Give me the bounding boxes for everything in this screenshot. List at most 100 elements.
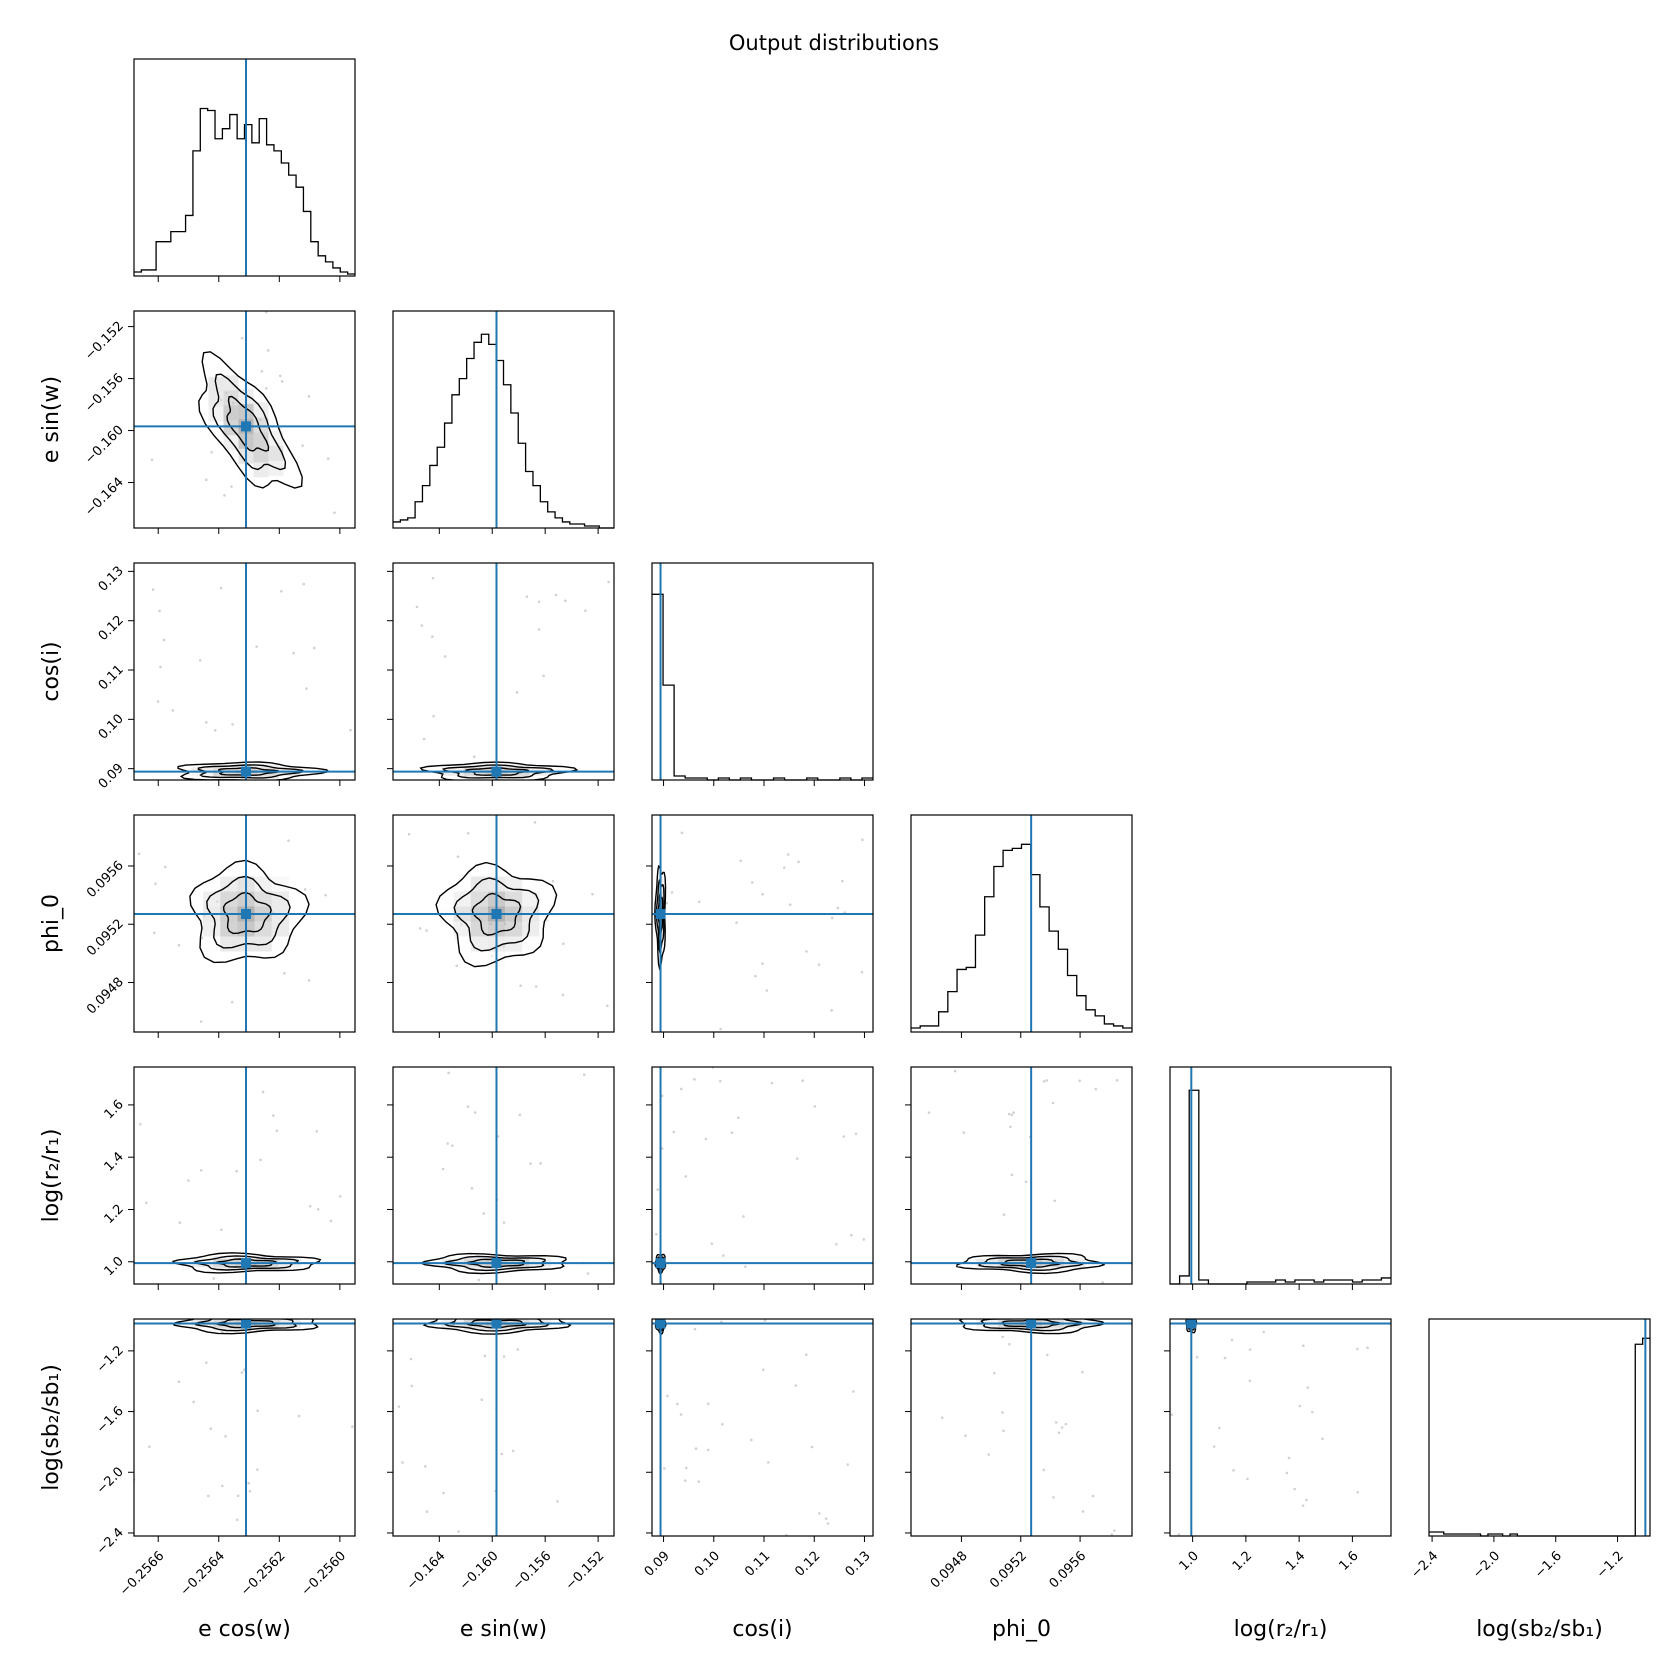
sample-point	[706, 1402, 710, 1406]
sample-point	[797, 860, 800, 864]
density-cell	[453, 936, 471, 952]
density-cell	[271, 891, 289, 907]
density-cell	[998, 1267, 1021, 1271]
sample-point	[1042, 1080, 1046, 1083]
sample-point	[1262, 1330, 1266, 1334]
sample-point	[272, 1114, 275, 1117]
sample-point	[456, 855, 460, 859]
sample-point	[1057, 1431, 1061, 1435]
x-axis-label: e cos(w)	[198, 1617, 291, 1642]
sample-point	[836, 906, 840, 910]
sample-point	[582, 1073, 586, 1076]
truth-marker	[491, 1319, 502, 1329]
y-tick-label: 0.0956	[84, 858, 127, 901]
density-cell	[1042, 1256, 1064, 1259]
density-cell	[656, 1256, 659, 1259]
sample-point	[177, 1380, 181, 1384]
sample-point	[213, 728, 217, 732]
density-cell	[254, 876, 272, 892]
density-cell	[1042, 1319, 1064, 1323]
sample-point	[1321, 1437, 1324, 1441]
sample-point	[307, 979, 311, 982]
sample-point	[1045, 1079, 1049, 1082]
sample-point	[431, 576, 435, 580]
sample-point	[1356, 1347, 1359, 1351]
sample-point	[261, 1090, 265, 1094]
sample-point	[853, 1070, 856, 1073]
panel-frame	[1428, 1318, 1651, 1537]
panel-frame	[392, 562, 615, 781]
contour	[226, 395, 270, 452]
sample-point	[219, 586, 223, 590]
sample-point	[1170, 1413, 1174, 1416]
sample-point	[518, 1113, 522, 1117]
sample-point	[1115, 1079, 1119, 1082]
y-axis-label: phi_0	[39, 894, 64, 953]
sample-point	[303, 888, 307, 891]
sample-point	[1051, 1101, 1055, 1105]
sample-point	[1301, 1504, 1305, 1507]
x-tick-label: 0.0948	[928, 1549, 971, 1592]
sample-point	[418, 927, 422, 930]
x-tick-label: −2.0	[1470, 1549, 1503, 1582]
sample-point	[224, 1434, 227, 1438]
sample-point	[460, 1465, 463, 1468]
sample-point	[212, 1277, 216, 1280]
sample-point	[730, 1131, 734, 1134]
sample-point	[349, 728, 352, 732]
sample-point	[1232, 1469, 1235, 1472]
density-cell	[441, 1256, 464, 1259]
density-cell	[191, 1327, 214, 1331]
panel-frame	[651, 562, 874, 781]
sample-point	[795, 1157, 799, 1160]
sample-point	[735, 921, 738, 924]
panel-2-0	[88, 562, 356, 786]
density-cell	[203, 921, 221, 937]
density-cell	[463, 1267, 486, 1271]
sample-point	[477, 1278, 481, 1282]
sample-point	[953, 1069, 957, 1073]
sample-point	[415, 605, 419, 609]
sample-point	[1356, 1490, 1359, 1494]
sample-point	[903, 1076, 906, 1079]
sample-point	[147, 1445, 151, 1448]
sample-point	[220, 1228, 223, 1232]
sample-point	[372, 1212, 375, 1215]
sample-point	[736, 1116, 740, 1120]
sample-point	[1212, 1445, 1216, 1448]
sample-point	[1248, 1379, 1252, 1383]
sample-point	[564, 599, 567, 603]
density-cell	[271, 936, 289, 952]
sample-point	[88, 631, 91, 634]
sample-point	[754, 974, 757, 978]
panel-frame	[133, 814, 356, 1033]
sample-point	[854, 1132, 858, 1136]
sample-point	[666, 1394, 669, 1398]
sample-point	[992, 1371, 996, 1375]
sample-point	[230, 485, 233, 488]
sample-point	[623, 1261, 626, 1264]
sample-point	[502, 1355, 506, 1358]
sample-point	[1287, 1456, 1291, 1460]
sample-point	[247, 1481, 251, 1485]
density-cell	[213, 1327, 236, 1331]
sample-point	[554, 796, 557, 799]
sample-point	[823, 1415, 826, 1418]
sample-point	[204, 721, 208, 724]
density-cell	[235, 1314, 257, 1317]
panel-frame	[1169, 1066, 1392, 1285]
x-tick-label: −0.156	[510, 1549, 555, 1594]
y-tick-label: −0.152	[82, 319, 127, 364]
sample-point	[384, 903, 387, 906]
sample-point	[586, 1272, 590, 1275]
density-cell	[268, 475, 284, 491]
sample-point	[542, 674, 545, 678]
x-axis-label: log(r₂/r₁)	[1234, 1617, 1328, 1642]
density-cell	[522, 936, 540, 952]
sample-point	[515, 691, 519, 694]
sample-point	[284, 1074, 287, 1077]
sample-point	[1053, 1199, 1057, 1203]
y-tick-label: −0.160	[82, 423, 127, 468]
sample-point	[422, 737, 426, 741]
sample-point	[311, 1454, 314, 1457]
